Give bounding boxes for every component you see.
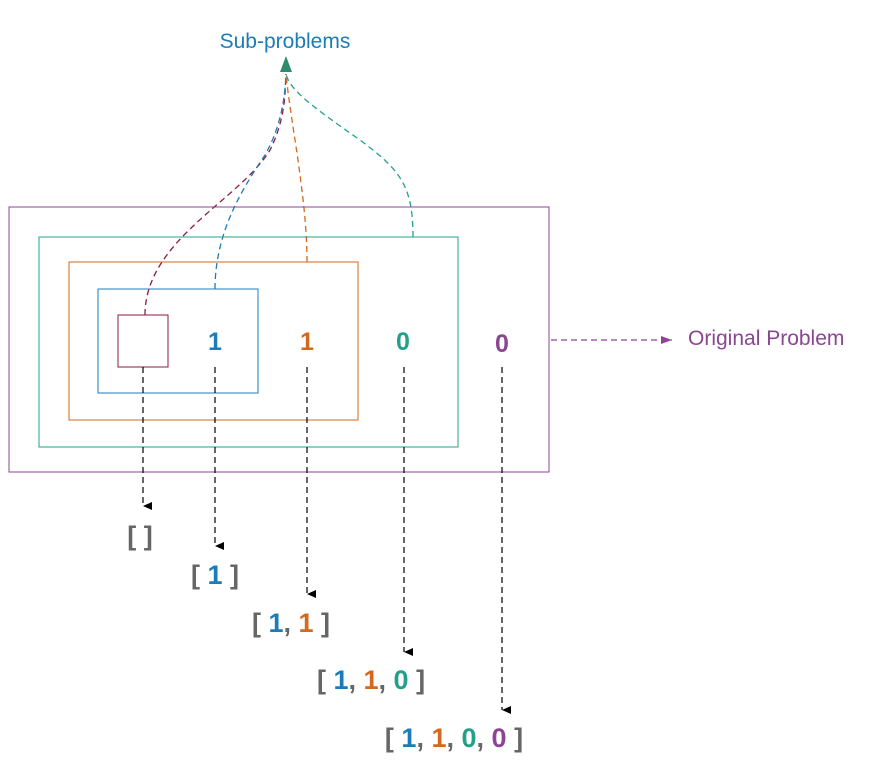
result-list-0: [ ] — [127, 521, 153, 551]
connector-teal — [285, 73, 414, 238]
result-list-3: [ 1, 1, 0 ] — [317, 665, 425, 695]
result-item: 1 — [363, 665, 378, 695]
result-separator: , — [379, 665, 394, 695]
box-empty — [117, 314, 169, 368]
connector-blue — [214, 73, 287, 290]
result-item: 1 — [299, 608, 314, 638]
result-item: 0 — [394, 665, 409, 695]
result-close-bracket: ] — [223, 560, 240, 590]
result-open-bracket: [ — [127, 521, 144, 551]
result-open-bracket: [ — [317, 665, 334, 695]
result-list-4: [ 1, 1, 0, 0 ] — [385, 723, 523, 753]
box-blue — [97, 288, 259, 394]
result-open-bracket: [ — [385, 723, 402, 753]
box-orange — [68, 261, 359, 421]
result-close-bracket: ] — [314, 608, 331, 638]
result-item: 1 — [207, 560, 222, 590]
result-item: 0 — [492, 723, 507, 753]
result-item: 0 — [462, 723, 477, 753]
result-item: 1 — [333, 665, 348, 695]
result-item: 1 — [401, 723, 416, 753]
result-separator: , — [348, 665, 363, 695]
result-separator: , — [477, 723, 492, 753]
result-open-bracket: [ — [252, 608, 269, 638]
sub-problems-label: Sub-problems — [220, 30, 351, 53]
result-item: 1 — [431, 723, 446, 753]
result-list-2: [ 1, 1 ] — [252, 608, 330, 638]
result-separator: , — [283, 608, 298, 638]
original-problem-label: Original Problem — [688, 327, 844, 350]
result-close-bracket: ] — [507, 723, 524, 753]
result-open-bracket: [ — [191, 560, 208, 590]
result-list-1: [ 1 ] — [191, 560, 239, 590]
sub-problems-arrowhead — [280, 56, 292, 72]
digit-0-purple: 0 — [495, 330, 509, 358]
result-item: 1 — [268, 608, 283, 638]
digit-0-teal: 0 — [396, 328, 410, 356]
connector-maroon — [144, 73, 287, 316]
connector-orange — [285, 73, 308, 263]
result-separator: , — [416, 723, 431, 753]
box-purple — [8, 206, 550, 473]
digit-1-blue: 1 — [208, 328, 222, 356]
digit-1-orange: 1 — [300, 328, 314, 356]
box-teal — [38, 236, 459, 448]
result-separator: , — [446, 723, 461, 753]
result-close-bracket: ] — [409, 665, 426, 695]
result-close-bracket: ] — [144, 521, 153, 551]
